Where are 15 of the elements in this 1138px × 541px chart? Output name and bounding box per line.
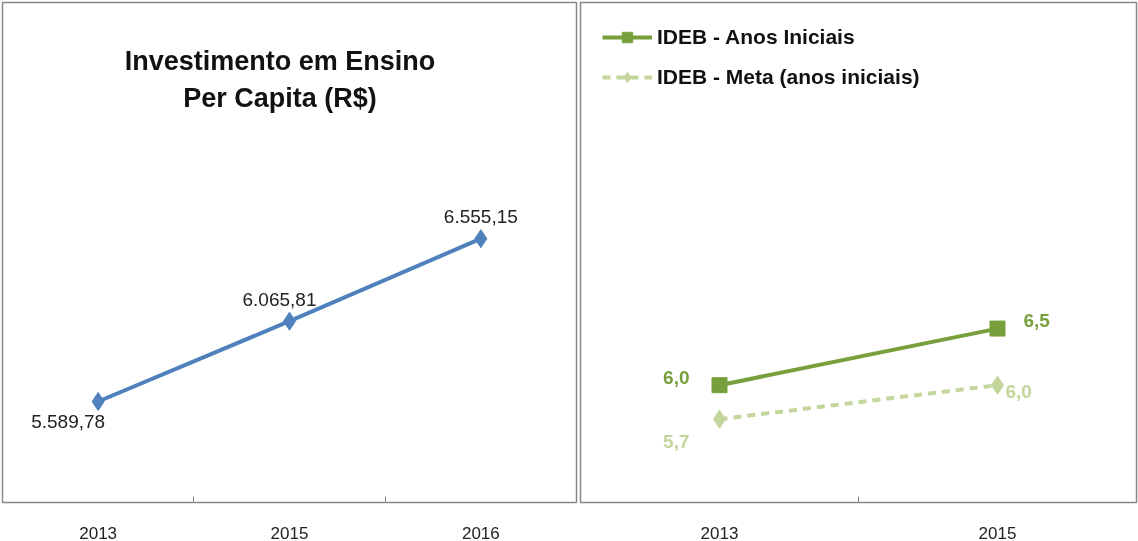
legend-label: IDEB - Meta (anos iniciais)	[657, 65, 920, 89]
data-label: 6.555,15	[443, 206, 518, 228]
data-label: 6,0	[663, 366, 690, 388]
data-label: 5.589,78	[31, 411, 106, 433]
x-tick-label: 2015	[270, 523, 309, 541]
x-tick-label: 2015	[978, 523, 1017, 541]
x-tick-label: 2013	[79, 523, 118, 541]
data-label: 6.065,81	[242, 288, 317, 310]
chart-title: Investimento em Ensino Per Capita (R$)	[124, 45, 436, 113]
data-label: 5,7	[663, 430, 690, 452]
x-tick-label: 2016	[461, 523, 500, 541]
data-label: 6,0	[1005, 380, 1032, 402]
x-tick-label: 2013	[700, 523, 739, 541]
legend-label: IDEB - Anos Iniciais	[657, 25, 855, 49]
data-label: 6,5	[1023, 310, 1051, 332]
